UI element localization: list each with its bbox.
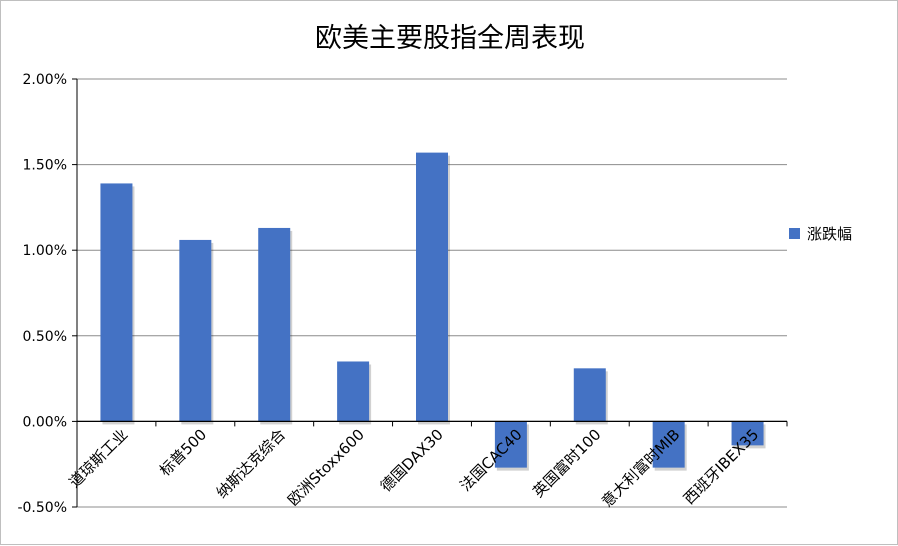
- legend-label: 涨跌幅: [807, 225, 852, 243]
- bar: [652, 421, 685, 468]
- legend: 涨跌幅: [789, 225, 852, 243]
- x-category-label: 道琼斯工业: [66, 426, 132, 492]
- bar: [494, 421, 527, 468]
- bars: [100, 152, 764, 468]
- axes: [72, 78, 788, 508]
- y-tick-label: 1.00%: [23, 243, 67, 259]
- x-category-label: 欧洲Stoxx600: [284, 426, 368, 510]
- y-tick-label: 0.50%: [23, 329, 67, 345]
- bar: [337, 361, 370, 422]
- y-tick-label: 2.00%: [23, 72, 67, 88]
- x-category-label: 英国富时100: [529, 426, 604, 501]
- legend-swatch: [789, 228, 800, 239]
- bar: [179, 239, 212, 422]
- bar: [573, 368, 606, 422]
- x-category-label: 西班牙IBEX35: [680, 426, 762, 508]
- y-tick-label: 1.50%: [23, 158, 67, 174]
- y-tick-label: 0.00%: [23, 414, 67, 430]
- chart-title: 欧美主要股指全周表现: [315, 23, 585, 54]
- bar: [731, 421, 764, 446]
- bar: [258, 227, 291, 422]
- bar: [416, 152, 448, 422]
- y-tick-labels: -0.50% 0.00% 0.50% 1.00% 1.50% 2.00%: [17, 72, 67, 516]
- bar: [100, 183, 133, 422]
- y-tick-label: -0.50%: [17, 500, 67, 516]
- x-category-label: 纳斯达克综合: [213, 426, 289, 502]
- x-category-label: 标普500: [156, 426, 210, 480]
- x-category-label: 德国DAX30: [377, 426, 447, 496]
